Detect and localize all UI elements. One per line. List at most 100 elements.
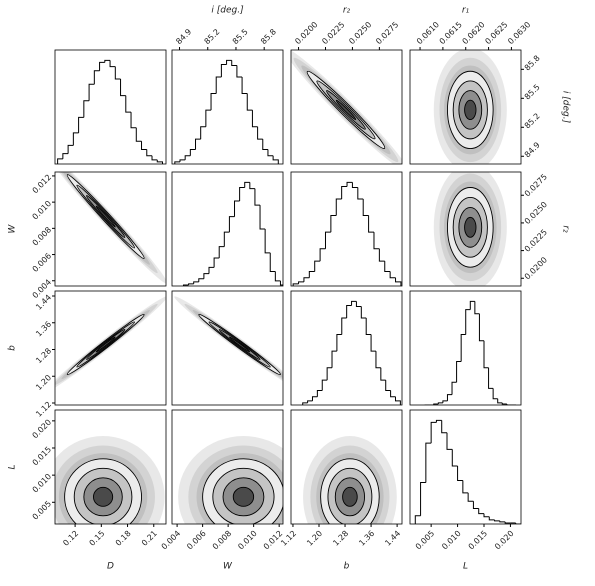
histogram-bin xyxy=(494,519,500,522)
contour xyxy=(232,486,255,507)
y-tick-label: 1.20 xyxy=(34,373,53,392)
y-tick-label: 0.020 xyxy=(31,418,54,441)
histogram-bin xyxy=(99,61,105,71)
panel-frame xyxy=(54,409,167,525)
x-tick-label: 0.010 xyxy=(440,529,463,552)
y-tick-label: 0.012 xyxy=(31,173,54,196)
right-axis-label: i [deg.] xyxy=(561,91,571,124)
x-tick-label: 0.12 xyxy=(61,529,80,548)
histogram-bin xyxy=(326,367,333,381)
panel-frame xyxy=(54,171,167,287)
histogram-bin xyxy=(257,126,263,140)
y-tick-label: 0.015 xyxy=(31,445,54,468)
x-axis-label: D xyxy=(107,562,114,572)
panel xyxy=(55,172,166,284)
histogram-bin xyxy=(390,390,396,398)
histogram-bin xyxy=(425,442,432,483)
panel-frame xyxy=(54,290,167,406)
top-axis-label: r₁ xyxy=(462,6,470,16)
top-tick-label: 0.0615 xyxy=(438,20,464,46)
histogram-bin xyxy=(351,300,357,306)
histogram-bin xyxy=(446,432,453,450)
histogram-bin xyxy=(336,334,342,352)
histogram-bin xyxy=(442,400,448,403)
histogram-bin xyxy=(457,465,463,481)
panel-frame xyxy=(409,409,522,525)
histogram-bin xyxy=(93,70,100,85)
panel xyxy=(174,296,283,393)
histogram-bin xyxy=(104,59,111,63)
histogram-bin xyxy=(62,153,69,159)
histogram-bin xyxy=(231,60,237,67)
panel xyxy=(424,300,516,405)
top-tick-label: 0.0630 xyxy=(506,20,532,46)
right-tick-label: 0.0200 xyxy=(523,255,549,281)
top-tick-label: 0.0275 xyxy=(374,20,400,46)
top-tick-label: 0.0250 xyxy=(347,20,373,46)
histogram-bin xyxy=(141,141,147,150)
histogram-bin xyxy=(174,161,180,164)
histogram-bin xyxy=(146,149,153,157)
histogram-bin xyxy=(474,301,480,315)
histogram-bin xyxy=(504,521,511,524)
right-tick-label: 85.5 xyxy=(523,83,542,102)
histogram-bin xyxy=(246,93,253,111)
histogram-bin xyxy=(220,64,227,77)
histogram-bin xyxy=(78,116,84,133)
histogram-bin xyxy=(465,309,471,335)
histogram-bin xyxy=(130,112,137,129)
x-tick-label: 0.005 xyxy=(414,529,437,552)
histogram-bin xyxy=(499,520,506,523)
histogram-bin xyxy=(88,83,95,101)
panel xyxy=(178,436,283,524)
histogram-bin xyxy=(430,421,437,444)
histogram-bin xyxy=(234,200,240,217)
x-tick-label: 0.18 xyxy=(114,529,133,548)
x-axis-label: L xyxy=(463,562,468,572)
histogram-bin xyxy=(441,420,447,434)
histogram-bin xyxy=(483,340,489,369)
top-axis-label: i [deg.] xyxy=(211,6,244,16)
panel-frame xyxy=(171,409,284,525)
x-tick-label: 1.36 xyxy=(357,529,376,548)
panel-frame xyxy=(290,49,403,165)
y-axis-label: W xyxy=(8,223,18,233)
panel xyxy=(55,436,165,524)
right-axis-label: r₂ xyxy=(561,225,571,233)
histogram-bin xyxy=(515,522,521,524)
histogram-bin xyxy=(497,398,503,404)
panel xyxy=(414,419,521,524)
histogram-bin xyxy=(365,317,372,336)
histogram-bin xyxy=(308,270,315,278)
histogram-bin xyxy=(346,305,352,318)
x-tick-label: 0.15 xyxy=(88,529,107,548)
histogram-bin xyxy=(373,232,380,250)
histogram-bin xyxy=(451,381,457,395)
histogram-bin xyxy=(135,127,142,142)
histogram-bin xyxy=(114,66,121,80)
y-axis-label: b xyxy=(8,345,18,351)
x-tick-label: 1.12 xyxy=(279,529,298,548)
histogram-bin xyxy=(483,513,490,518)
histogram-bin xyxy=(200,126,206,140)
panel xyxy=(55,296,166,393)
contour xyxy=(464,216,477,238)
histogram-bin xyxy=(262,139,268,150)
histogram-bin xyxy=(360,306,367,319)
histogram-bin xyxy=(456,360,462,383)
panel xyxy=(291,50,402,164)
panel xyxy=(182,181,283,286)
histogram-bin xyxy=(307,400,313,403)
histogram-bin xyxy=(451,449,458,467)
histogram-bin xyxy=(380,367,386,381)
top-tick-label: 0.0225 xyxy=(320,20,346,46)
histogram-bin xyxy=(83,100,90,118)
histogram-bin xyxy=(249,182,255,190)
histogram-bin xyxy=(370,334,376,352)
histogram-bin xyxy=(355,301,362,308)
panel-frame xyxy=(54,49,167,165)
histogram-bin xyxy=(57,158,63,164)
x-axis-label: W xyxy=(223,562,233,572)
histogram-bin xyxy=(331,350,337,368)
